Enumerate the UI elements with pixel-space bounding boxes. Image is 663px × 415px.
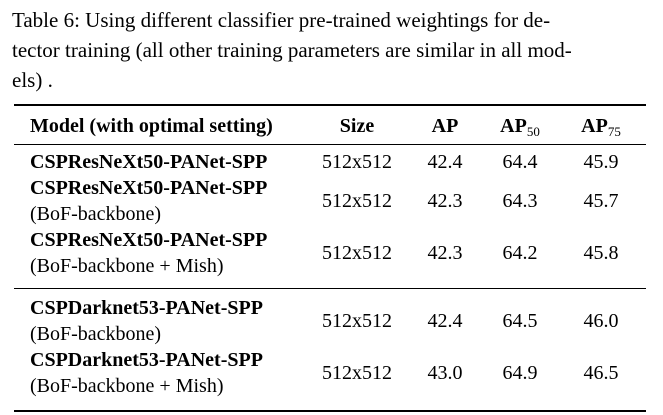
cell: 45.9 [583, 151, 619, 173]
model-note: (BoF-backbone) [30, 203, 162, 225]
cell: 512x512 [322, 242, 392, 264]
header-text: AP [581, 115, 608, 137]
header-text: Model (with optimal setting) [30, 115, 273, 137]
column-header: AP [432, 116, 459, 136]
header-text: AP [500, 115, 527, 137]
cell: 42.4 [427, 151, 463, 173]
header-subscript: 50 [526, 124, 540, 139]
cell: 45.8 [583, 242, 619, 264]
cell: 45.7 [583, 190, 619, 212]
cell: 46.0 [583, 310, 619, 332]
cell: 64.4 [502, 151, 538, 173]
cell: 42.3 [427, 190, 463, 212]
caption-line: Table 6: Using different classifier pre-… [12, 8, 551, 32]
cell: 64.2 [502, 242, 538, 264]
header-text: Size [339, 115, 375, 137]
cell: 64.3 [502, 190, 538, 212]
column-header: AP50 [500, 116, 540, 138]
cell: 42.4 [427, 310, 463, 332]
cell: 512x512 [322, 190, 392, 212]
model-name: CSPResNeXt50-PANet-SPP [30, 229, 268, 251]
model-name: CSPResNeXt50-PANet-SPP [30, 177, 268, 199]
cell: 64.5 [502, 310, 538, 332]
top-rule [14, 104, 646, 106]
column-header: Size [340, 116, 374, 136]
cell: 43.0 [427, 362, 463, 384]
model-note: (BoF-backbone + Mish) [30, 375, 224, 397]
header-text: AP [431, 115, 459, 137]
header-rule [14, 144, 646, 145]
cell: 512x512 [322, 310, 392, 332]
cell: 64.9 [502, 362, 538, 384]
model-name: CSPDarknet53-PANet-SPP [30, 297, 263, 319]
bottom-rule [14, 410, 646, 412]
group-rule [14, 288, 646, 289]
caption-line: tector training (all other training para… [12, 38, 572, 62]
caption-line: els) . [12, 68, 53, 92]
column-header: AP75 [581, 116, 621, 138]
cell: 512x512 [322, 151, 392, 173]
model-name: CSPResNeXt50-PANet-SPP [30, 151, 268, 173]
cell: 512x512 [322, 362, 392, 384]
cell: 46.5 [583, 362, 619, 384]
column-header: Model (with optimal setting) [30, 116, 273, 136]
header-subscript: 75 [607, 124, 621, 139]
cell: 42.3 [427, 242, 463, 264]
model-name: CSPDarknet53-PANet-SPP [30, 349, 263, 371]
model-note: (BoF-backbone) [30, 323, 162, 345]
model-note: (BoF-backbone + Mish) [30, 255, 224, 277]
